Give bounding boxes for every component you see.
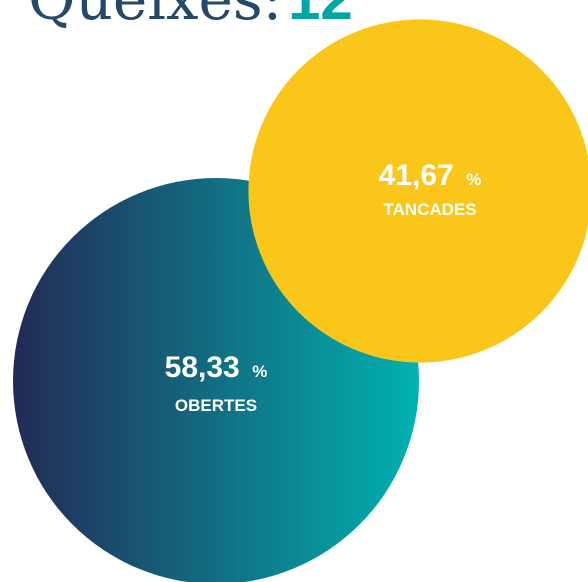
title-text: Queixes: — [28, 0, 282, 33]
value-unit-obertes: % — [252, 362, 267, 381]
value-label-tancades: 41,67 % — [379, 159, 482, 192]
category-label-tancades: TANCADES — [383, 200, 476, 219]
total-count: 12 — [288, 0, 353, 32]
value-number-obertes: 58,33 — [165, 351, 240, 384]
value-number-tancades: 41,67 — [379, 159, 454, 192]
value-label-obertes: 58,33 % — [165, 351, 268, 384]
chart-title: Queixes:12 — [28, 0, 353, 29]
value-unit-tancades: % — [466, 170, 481, 189]
bubble-tancades — [248, 19, 588, 363]
category-label-obertes: OBERTES — [175, 396, 257, 415]
